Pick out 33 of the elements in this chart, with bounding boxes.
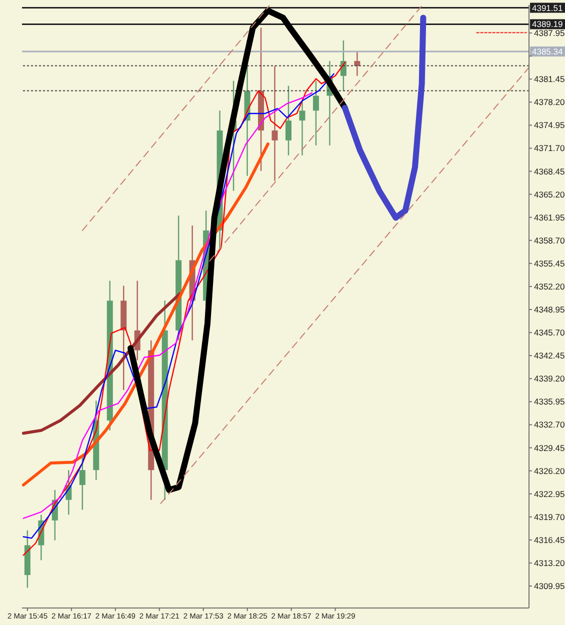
y-tick-label: 4332.70 — [534, 420, 565, 430]
y-tick-label: 4371.70 — [534, 143, 565, 154]
y-tick-label: 4316.45 — [534, 534, 565, 545]
y-tick-label: 4345.70 — [534, 328, 565, 338]
ref-line-label: 4385.34 — [532, 46, 563, 57]
y-tick-label: 4313.20 — [534, 558, 565, 568]
y-tick-label: 4355.45 — [534, 258, 565, 268]
y-tick-label: 4368.45 — [534, 166, 565, 176]
candlestick — [299, 100, 306, 156]
y-tick-label: 4335.95 — [534, 396, 565, 407]
y-tick-label: 4339.20 — [534, 374, 565, 384]
candlestick — [272, 65, 278, 182]
y-tick-label: 4329.45 — [534, 442, 565, 453]
y-tick-label: 4374.95 — [534, 120, 565, 130]
y-tick-label: 4387.95 — [534, 28, 565, 38]
y-tick-label: 4348.95 — [534, 304, 565, 315]
y-tick-label: 4326.20 — [534, 466, 565, 476]
y-tick-label: 4319.70 — [534, 512, 565, 522]
y-tick-label: 4342.45 — [534, 350, 565, 361]
y-tick-label: 4378.20 — [534, 97, 565, 108]
ref-line-label: 4391.51 — [532, 2, 563, 13]
candlestick — [312, 80, 319, 146]
y-tick-label: 4365.20 — [534, 189, 565, 200]
candlestick — [79, 454, 86, 510]
y-tick-label: 4358.70 — [534, 235, 565, 246]
y-tick-label: 4322.95 — [534, 488, 565, 499]
y-tick-label: 4352.20 — [534, 281, 565, 292]
y-tick-label: 4381.45 — [534, 74, 565, 84]
candlestick — [354, 50, 360, 76]
y-tick-label: 4361.95 — [534, 212, 565, 222]
candlestick — [285, 85, 292, 156]
y-tick-label: 4309.95 — [534, 581, 565, 592]
ref-line-label: 4389.19 — [532, 19, 563, 30]
